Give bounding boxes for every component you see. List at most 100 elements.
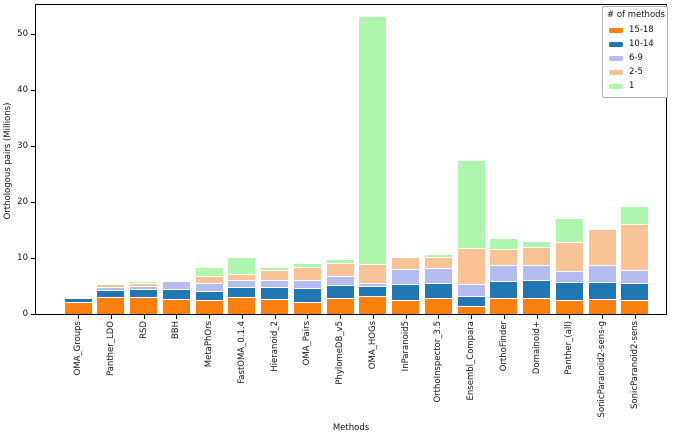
bar-segment-1 [423,254,453,257]
x-tick-label: SonicParanoid2-sens [629,321,640,409]
bar-segment-6-9 [587,265,617,282]
bar-segment-10-14 [161,288,191,299]
x-tick-mark [274,315,276,319]
y-tick-mark [31,257,35,259]
legend-label: 10-14 [629,39,654,49]
x-tick-label: SonicParanoid2-sens-g [597,321,607,418]
x-tick-mark [634,315,636,319]
bar-segment-2-5 [129,282,158,286]
x-tick-mark [503,315,505,319]
x-tick-label: FastOMA_0.1.4 [236,321,247,384]
x-tick-label-wrap: OrthoFinder [499,321,509,371]
bar-segment-10-14 [260,286,289,300]
y-tick-label: 10 [17,253,28,264]
x-tick-mark [176,315,178,319]
bar-Panther_LDO [96,283,126,314]
x-tick-label-wrap: OMA_Pairs [302,321,312,365]
legend-row-15-18: 15-18 [607,23,663,37]
bar-segment-15-18 [358,296,388,314]
legend-title: # of methods [607,10,665,20]
bar-segment-6-9 [161,281,191,289]
x-tick-mark [569,315,571,319]
bar-segment-6-9 [620,270,650,283]
y-tick-mark [31,313,35,315]
bar-OrthoInspector_3.5 [423,254,453,314]
bar-segment-10-14 [325,284,355,299]
x-tick-label-wrap: InParanoid5 [401,321,411,371]
bar-segment-15-18 [587,299,617,314]
bar-FastOMA_0.1.4 [227,256,257,314]
bar-segment-1 [194,267,224,276]
y-tick-mark [31,89,35,91]
bar-segment-1 [260,267,289,270]
bar-segment-2-5 [96,283,126,287]
bar-segment-2-5 [489,248,519,266]
legend-row-1: 1 [607,79,663,93]
bar-segment-1 [522,241,551,247]
x-tick-label: OMA_HOGs [367,321,378,370]
x-tick-mark [143,315,145,319]
bar-segment-6-9 [129,285,158,290]
y-tick-mark [31,145,35,147]
x-tick-label: MetaPhOrs [204,321,214,368]
x-tick-mark [405,315,407,319]
bar-segment-2-5 [325,262,355,276]
x-tick-label: Panther_LDO [105,321,116,377]
x-tick-mark [209,315,210,319]
bar-PhylomeDB_v5 [325,258,355,314]
x-tick-label-wrap: BBH [171,321,181,339]
x-tick-label: OrthoInspector_3.5 [433,321,444,403]
bar-segment-2-5 [522,246,551,265]
bar-segment-10-14 [292,288,322,302]
x-tick-label: OMA_Pairs [302,321,313,366]
x-axis-label: Methods [332,423,370,433]
bar-segment-15-18 [260,299,289,314]
bar-segment-15-18 [194,300,224,314]
bar-segment-6-9 [554,270,584,283]
y-tick-mark [31,201,35,203]
bar-segment-10-14 [96,289,126,298]
legend-row-2-5: 2-5 [607,65,663,79]
legend-label: 15-18 [629,25,654,35]
x-tick-label-wrap: SonicParanoid2-sens-g [597,321,607,417]
bar-segment-10-14 [63,298,93,302]
bar-segment-1 [227,256,257,275]
bar-segment-1 [489,238,519,249]
bar-segment-2-5 [260,269,289,280]
x-tick-label-wrap: SonicParanoid2-sens [630,321,640,409]
x-tick-label: PhylomeDB_v5 [335,321,345,385]
bar-segment-10-14 [587,281,617,300]
bar-segment-6-9 [194,283,224,291]
legend-row-6-9: 6-9 [607,51,663,65]
x-tick-label-wrap: Ensembl_Compara [466,321,476,400]
bar-segment-10-14 [554,282,584,301]
x-tick-mark [110,315,112,319]
x-tick-label-wrap: PhylomeDB_v5 [335,321,345,385]
x-tick-label: OMA_Groups [73,321,83,376]
bar-OMA_HOGs [358,15,388,314]
bar-segment-15-18 [227,297,257,314]
bar-segment-6-9 [489,265,519,281]
bar-segment-6-9 [260,279,289,287]
bar-segment-10-14 [489,281,519,298]
bar-segment-2-5 [292,267,322,280]
bar-segment-15-18 [423,298,453,314]
legend-label: 6-9 [629,53,643,63]
x-tick-label: InParanoid5 [400,321,411,372]
x-tick-label-wrap: MetaPhOrs [204,321,214,367]
x-tick-label-wrap: Hieranoid_2 [270,321,280,372]
bar-Hieranoid_2 [260,267,289,314]
bar-segment-1 [325,258,355,263]
bar-segment-1 [129,281,158,283]
bar-segment-6-9 [391,268,420,285]
bar-MetaPhOrs [194,267,224,314]
bar-segment-10-14 [522,280,551,298]
bar-segment-6-9 [96,286,126,290]
bar-segment-10-14 [194,290,224,301]
x-tick-mark [78,315,79,319]
bar-segment-15-18 [292,301,322,314]
bar-segment-1 [620,206,650,225]
legend: # of methods 15-18 10-14 6-9 2-5 1 [602,6,668,98]
bar-segment-15-18 [522,297,551,314]
